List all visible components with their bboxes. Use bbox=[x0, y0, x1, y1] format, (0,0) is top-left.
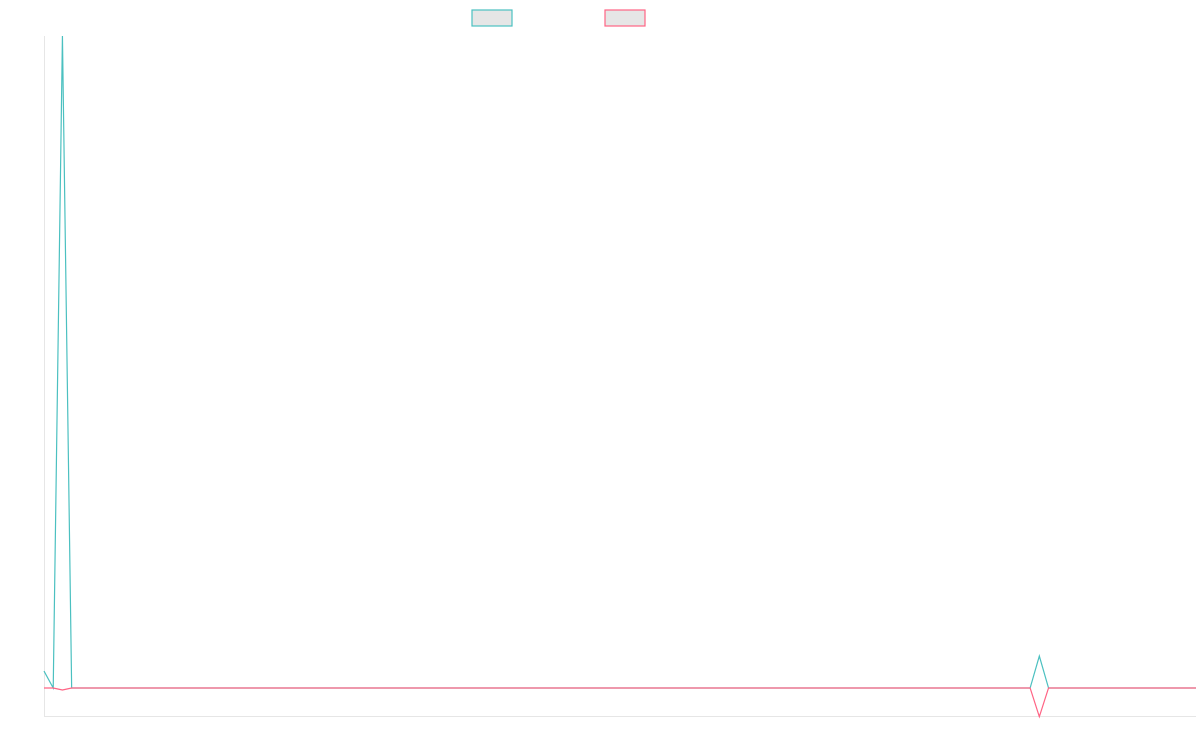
axes bbox=[44, 36, 1196, 717]
series-line-2 bbox=[44, 687, 1196, 719]
legend bbox=[471, 9, 646, 27]
legend-swatch-series-1[interactable] bbox=[471, 9, 513, 27]
series-line-1 bbox=[43, 35, 1196, 691]
legend-swatch-series-2[interactable] bbox=[604, 9, 646, 27]
series-layer bbox=[43, 35, 1196, 719]
